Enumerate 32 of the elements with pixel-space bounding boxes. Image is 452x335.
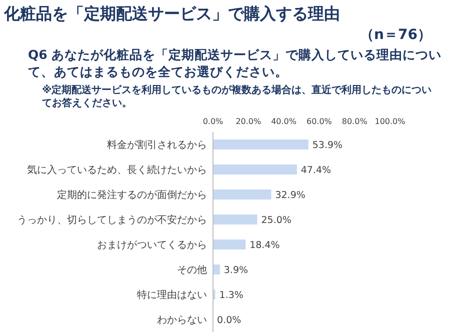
x-tick-label: 60.0% xyxy=(306,117,332,126)
data-label: 32.9% xyxy=(275,190,306,201)
text: （n＝76） xyxy=(360,26,432,44)
y-tick-label: 特に理由はない xyxy=(137,289,207,301)
x-tick-label: 80.0% xyxy=(342,117,368,126)
bar xyxy=(213,264,220,274)
y-tick-label: うっかり、切らしてしまうのが不安だから xyxy=(17,214,207,226)
data-label: 3.9% xyxy=(224,265,248,276)
y-tick-label: その他 xyxy=(177,264,207,276)
x-tick-label: 0.0% xyxy=(202,117,224,126)
bar xyxy=(213,164,297,174)
x-tick-label: 40.0% xyxy=(271,117,297,126)
y-tick-label: 定期的に発注するのが面倒だから xyxy=(57,189,207,201)
y-tick-label: おまけがついてくるから xyxy=(97,240,207,251)
x-tick-label: 20.0% xyxy=(236,117,262,126)
y-tick-label: 気に入っているため、長く続けたいから xyxy=(27,164,207,176)
bar xyxy=(213,240,246,250)
data-label: 1.3% xyxy=(219,290,244,301)
text: ※定期配送サービスを利用しているものが複数ある場合は、直近で利用したものについてお答えください。 xyxy=(42,84,433,110)
data-label: 47.4% xyxy=(300,165,332,176)
chart-subtitle: Q6 あなたが化粧品を「定期配送サービス」で購入している理由について、あてはまるものを全てお選びください。 xyxy=(28,46,443,80)
bar xyxy=(213,190,272,200)
data-label: 25.0% xyxy=(261,215,292,226)
x-tick-label: 100.0% xyxy=(374,117,406,126)
data-label: 0.0% xyxy=(217,315,242,326)
data-label: 18.4% xyxy=(250,240,280,251)
y-tick-label: 料金が割引されるから xyxy=(107,139,207,151)
chart-title: 化粧品を「定期配送サービス」で購入する理由 xyxy=(4,4,340,25)
bar xyxy=(213,140,308,150)
bar xyxy=(213,214,258,224)
y-tick-label: わからない xyxy=(157,315,207,326)
data-label: 53.9% xyxy=(312,140,343,151)
